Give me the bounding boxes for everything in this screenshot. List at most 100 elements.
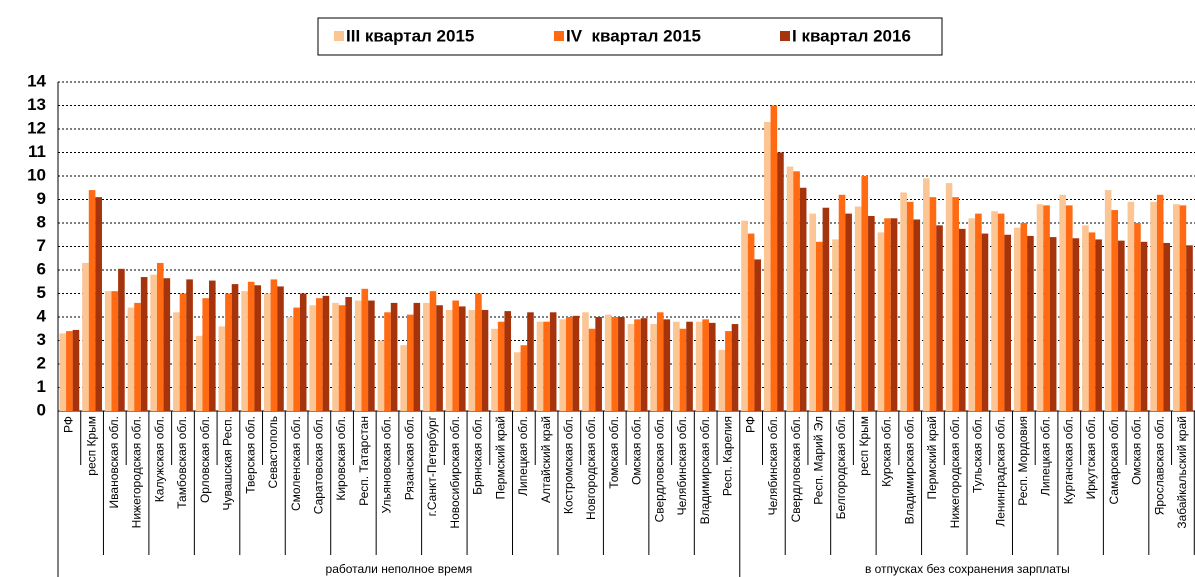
x-tick-label: Ленинградская обл.: [993, 416, 1007, 527]
bar: [406, 314, 414, 411]
bar: [173, 312, 180, 411]
bar: [1082, 225, 1089, 411]
bar: [491, 328, 498, 411]
x-tick-label: Респ. Мордовия: [1016, 416, 1030, 506]
x-tick-label: Иркутская обл.: [1084, 416, 1098, 499]
x-tick-label: Новосибирская обл.: [448, 416, 462, 529]
bar: [1134, 223, 1141, 411]
bar: [1049, 237, 1057, 411]
bar: [543, 321, 550, 411]
bar: [345, 297, 352, 411]
bar: [1179, 205, 1187, 411]
bar: [627, 324, 635, 411]
bar: [604, 314, 612, 411]
bar: [179, 293, 187, 411]
bar: [82, 262, 89, 411]
bar: [958, 228, 966, 411]
bar: [338, 305, 346, 411]
bar: [640, 318, 648, 411]
y-tick-label: 7: [37, 236, 46, 255]
bar: [254, 285, 262, 411]
x-tick-label: Смоленская обл.: [289, 416, 303, 511]
bar: [140, 277, 148, 411]
group-label: в отпусках без сохранения зарплаты: [865, 562, 1070, 576]
bar: [520, 345, 528, 411]
x-tick-label: Пермский край: [493, 416, 507, 500]
bar: [634, 319, 641, 411]
bar: [95, 197, 102, 411]
bar: [708, 322, 716, 411]
x-tick-label: Омская обл.: [1130, 416, 1144, 485]
bar: [286, 317, 294, 411]
group-label: работали неполное время: [326, 562, 473, 576]
bar: [322, 295, 330, 411]
x-tick-label: Костромская обл.: [561, 416, 575, 514]
bar: [118, 268, 125, 411]
x-tick-label: Кировская обл.: [334, 416, 348, 501]
bar: [679, 328, 687, 411]
bar: [66, 331, 73, 411]
x-tick-label: РФ: [62, 416, 76, 433]
y-tick-label: 2: [37, 353, 46, 372]
x-tick-label: Тульская обл.: [971, 416, 985, 493]
x-tick-label: Пермский край: [925, 416, 939, 500]
bar: [225, 293, 232, 411]
x-tick-label: респ Крым: [84, 416, 98, 476]
y-tick-label: 1: [37, 377, 46, 396]
x-tick-label: Челябинская обл.: [675, 416, 689, 515]
x-tick-label: Челябинская обл.: [766, 416, 780, 515]
bar: [150, 274, 157, 411]
x-tick-label: Владимирская обл.: [902, 416, 916, 524]
legend-label: III квартал 2015: [346, 26, 474, 45]
bar: [1150, 201, 1157, 411]
bar: [845, 213, 852, 411]
bar: [59, 333, 67, 411]
legend-label: IV квартал 2015: [566, 26, 701, 45]
bar: [777, 152, 784, 411]
bar: [1072, 238, 1080, 411]
bar: [270, 279, 278, 411]
bar: [747, 233, 755, 411]
bar: [264, 293, 271, 411]
bar: [1156, 194, 1164, 411]
y-tick-label: 13: [27, 95, 46, 114]
bar: [247, 281, 255, 411]
bar: [549, 312, 557, 411]
legend-swatch: [780, 31, 790, 41]
x-tick-label: Алтайский край: [539, 416, 553, 503]
bar: [513, 352, 521, 411]
bar: [566, 317, 573, 411]
bar: [854, 206, 862, 411]
bar: [686, 321, 693, 411]
bar: [884, 218, 891, 411]
bar: [754, 259, 762, 411]
bar: [890, 218, 898, 411]
bar: [316, 298, 323, 411]
bar: [458, 306, 466, 411]
bar: [277, 286, 284, 411]
bar: [725, 331, 732, 411]
bar: [838, 194, 846, 411]
bar: [452, 300, 459, 411]
x-tick-label: Рязанская обл.: [402, 416, 416, 500]
x-tick-label: Свердловская обл.: [652, 416, 666, 522]
bar: [72, 329, 80, 411]
bar: [582, 312, 589, 411]
bar: [611, 317, 619, 411]
bar: [368, 300, 375, 411]
bar: [231, 284, 239, 411]
bar: [809, 213, 817, 411]
x-tick-label: Калужская обл.: [152, 416, 166, 502]
y-tick-label: 6: [37, 259, 46, 278]
bar: [400, 345, 407, 411]
x-tick-label: Саратовская обл.: [312, 416, 326, 514]
bar: [595, 317, 602, 411]
bar: [861, 176, 869, 411]
bar: [156, 262, 164, 411]
bar: [1088, 232, 1096, 411]
bar: [377, 340, 385, 411]
bar: [816, 241, 823, 411]
bar: [1036, 204, 1044, 411]
x-tick-label: Курганская обл.: [1061, 416, 1075, 504]
